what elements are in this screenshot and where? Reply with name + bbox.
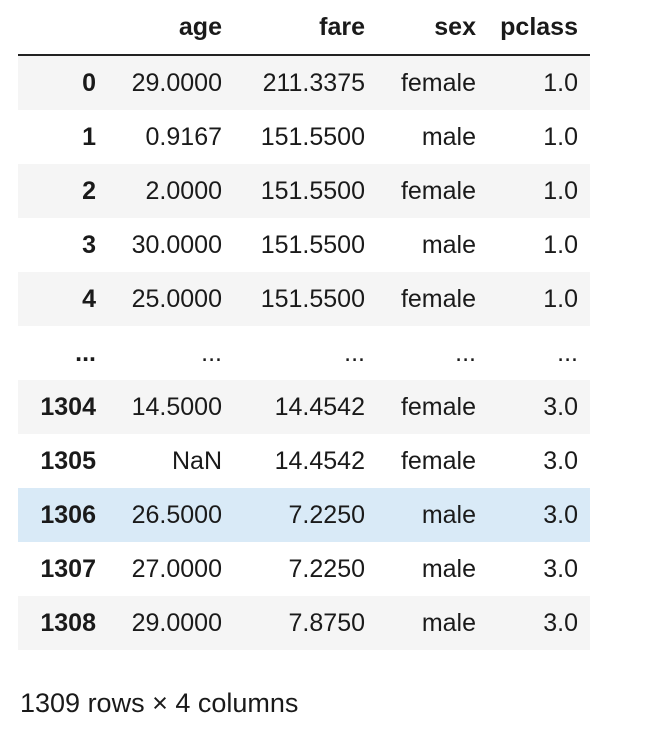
cell-pclass: 1.0 xyxy=(476,218,590,272)
cell-pclass-value: 1.0 xyxy=(543,284,578,313)
cell-pclass-value: 3.0 xyxy=(543,446,578,475)
cell-pclass: 3.0 xyxy=(476,380,590,434)
row-index: 0 xyxy=(82,68,96,97)
cell-pclass-value: 1.0 xyxy=(543,230,578,259)
cell-sex: female xyxy=(400,284,476,313)
index-header xyxy=(18,0,96,56)
cell-pclass: ... xyxy=(476,326,590,380)
dataframe-shape: 1309 rows × 4 columns xyxy=(20,688,299,718)
table-row: 1304 14.5000 14.4542 female 3.0 xyxy=(18,380,590,434)
cell-fare: 151.5500 xyxy=(260,122,365,151)
column-header-pclass: pclass xyxy=(476,0,590,56)
cell-age: 29.0000 xyxy=(131,68,222,97)
cell-pclass: 3.0 xyxy=(476,434,590,488)
cell-pclass-value: 3.0 xyxy=(543,392,578,421)
cell-pclass: 3.0 xyxy=(476,596,590,650)
table-body: 0 29.0000 211.3375 female 1.0 1 0.9167 151.5500… xyxy=(18,55,590,650)
row-index: 4 xyxy=(82,284,96,313)
row-index: 1305 xyxy=(40,446,96,475)
cell-age: ... xyxy=(201,338,222,367)
column-header-fare: fare xyxy=(222,0,365,56)
cell-sex: male xyxy=(421,122,476,151)
table-row: 1 0.9167 151.5500 male 1.0 xyxy=(18,110,590,164)
cell-age: NaN xyxy=(171,446,222,475)
column-header-pclass-label: pclass xyxy=(500,12,578,41)
cell-sex: male xyxy=(421,608,476,637)
cell-pclass: 1.0 xyxy=(476,164,590,218)
cell-sex: male xyxy=(421,554,476,583)
cell-sex: female xyxy=(400,68,476,97)
cell-pclass-value: ... xyxy=(557,338,578,367)
cell-fare: 151.5500 xyxy=(260,230,365,259)
cell-pclass-value: 3.0 xyxy=(543,608,578,637)
cell-fare: ... xyxy=(344,338,365,367)
cell-sex: male xyxy=(421,230,476,259)
table-row: 1308 29.0000 7.8750 male 3.0 xyxy=(18,596,590,650)
cell-fare: 151.5500 xyxy=(260,284,365,313)
row-index: 1306 xyxy=(40,500,96,529)
row-index: 2 xyxy=(82,176,96,205)
row-index: 1304 xyxy=(40,392,96,421)
table-row: 2 2.0000 151.5500 female 1.0 xyxy=(18,164,590,218)
cell-age: 25.0000 xyxy=(131,284,222,313)
table-row: 0 29.0000 211.3375 female 1.0 xyxy=(18,55,590,110)
column-header-sex: sex xyxy=(365,0,476,56)
cell-sex: male xyxy=(421,500,476,529)
cell-age: 30.0000 xyxy=(131,230,222,259)
cell-fare: 7.2250 xyxy=(288,554,365,583)
table-row: 1307 27.0000 7.2250 male 3.0 xyxy=(18,542,590,596)
cell-pclass: 1.0 xyxy=(476,55,590,110)
table-row: ............... xyxy=(18,326,590,380)
cell-age: 2.0000 xyxy=(145,176,222,205)
cell-age: 29.0000 xyxy=(131,608,222,637)
cell-pclass: 3.0 xyxy=(476,542,590,596)
header-row: age fare sex pclass xyxy=(18,0,590,56)
cell-age: 26.5000 xyxy=(131,500,222,529)
table-row: 3 30.0000 151.5500 male 1.0 xyxy=(18,218,590,272)
row-index: 1307 xyxy=(40,554,96,583)
cell-pclass-value: 3.0 xyxy=(543,554,578,583)
cell-sex: ... xyxy=(455,338,476,367)
cell-pclass-value: 1.0 xyxy=(543,68,578,97)
cell-fare: 151.5500 xyxy=(260,176,365,205)
cell-pclass: 1.0 xyxy=(476,272,590,326)
table-row: 4 25.0000 151.5500 female 1.0 xyxy=(18,272,590,326)
cell-age: 27.0000 xyxy=(131,554,222,583)
cell-fare: 14.4542 xyxy=(274,446,365,475)
row-index: 1308 xyxy=(40,608,96,637)
cell-fare: 14.4542 xyxy=(274,392,365,421)
cell-age: 0.9167 xyxy=(145,122,222,151)
cell-age: 14.5000 xyxy=(131,392,222,421)
cell-pclass: 3.0 xyxy=(476,488,590,542)
table-row: 1306 26.5000 7.2250 male 3.0 xyxy=(18,488,590,542)
cell-sex: female xyxy=(400,176,476,205)
column-header-age: age xyxy=(96,0,222,56)
cell-fare: 7.8750 xyxy=(288,608,365,637)
cell-pclass-value: 1.0 xyxy=(543,176,578,205)
cell-fare: 7.2250 xyxy=(288,500,365,529)
row-index: ... xyxy=(75,338,96,367)
cell-sex: female xyxy=(400,392,476,421)
cell-pclass: 1.0 xyxy=(476,110,590,164)
cell-pclass-value: 3.0 xyxy=(543,500,578,529)
row-index: 3 xyxy=(82,230,96,259)
cell-pclass-value: 1.0 xyxy=(543,122,578,151)
dataframe-table: age fare sex pclass 0 29.0000 211.3375 fema… xyxy=(18,0,590,650)
row-index: 1 xyxy=(82,122,96,151)
table-row: 1305 NaN 14.4542 female 3.0 xyxy=(18,434,590,488)
cell-fare: 211.3375 xyxy=(262,68,365,97)
cell-sex: female xyxy=(400,446,476,475)
table-header: age fare sex pclass xyxy=(18,0,590,56)
